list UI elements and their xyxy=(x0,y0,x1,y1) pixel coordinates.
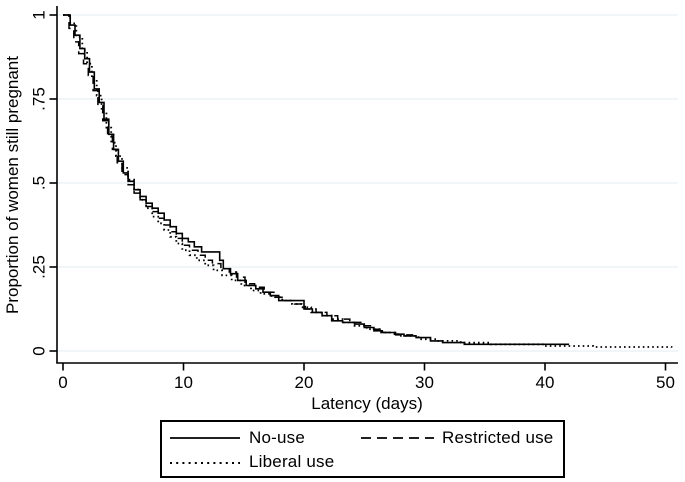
legend-label-liberal-use: Liberal use xyxy=(249,452,335,471)
x-axis-title: Latency (days) xyxy=(311,394,423,413)
legend-box: No-use Restricted use Liberal use xyxy=(160,420,565,478)
y-tick-label: 1 xyxy=(30,10,49,19)
legend-label-restricted-use: Restricted use xyxy=(442,428,554,447)
legend-swatch-solid-line xyxy=(170,437,240,439)
y-tick-label: .25 xyxy=(30,255,49,279)
y-tick-label: .75 xyxy=(30,87,49,111)
legend-swatch-dotted-line xyxy=(170,462,240,464)
y-axis-title: Proportion of women still pregnant xyxy=(3,56,22,314)
legend-swatch-dashed-line xyxy=(361,437,434,439)
x-tick-label: 50 xyxy=(656,373,675,392)
y-tick-label: 0 xyxy=(30,346,49,355)
curve-liberal-use xyxy=(63,14,673,348)
axis-tick-labels: 1 .75 .5 .25 0 0 10 20 30 40 50 xyxy=(30,10,675,392)
x-tick-label: 30 xyxy=(415,373,434,392)
x-tick-label: 0 xyxy=(58,373,67,392)
gridlines xyxy=(57,14,678,352)
curve-restricted-use xyxy=(63,14,414,338)
axis-ticks xyxy=(49,14,667,371)
survival-curves xyxy=(63,14,673,348)
x-tick-label: 40 xyxy=(536,373,555,392)
curve-no-use xyxy=(63,14,570,346)
y-tick-label: .5 xyxy=(30,176,49,190)
x-tick-label: 10 xyxy=(174,373,193,392)
legend-label-no-use: No-use xyxy=(249,428,306,447)
x-tick-label: 20 xyxy=(295,373,314,392)
